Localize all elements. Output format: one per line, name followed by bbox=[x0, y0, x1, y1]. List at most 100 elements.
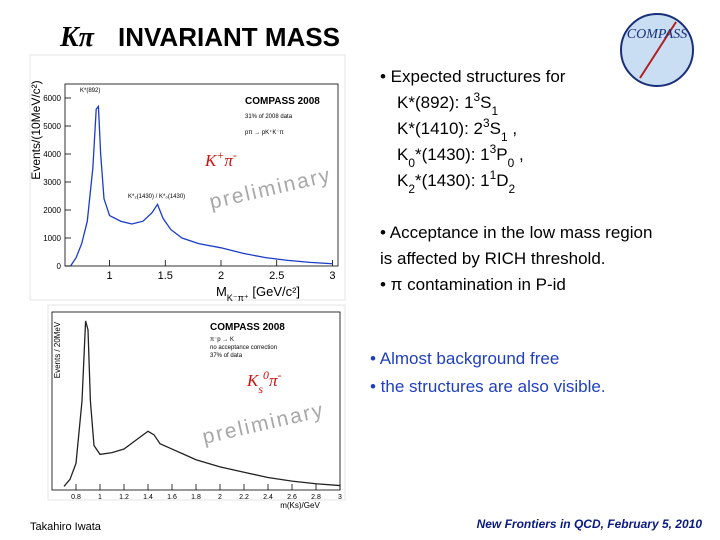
bullet-line: • Almost background free bbox=[370, 349, 559, 368]
x-tick-label: 2.4 bbox=[263, 494, 273, 501]
y-tick-label: 0 bbox=[57, 262, 62, 271]
text-run: *(1430): 1 bbox=[415, 145, 490, 164]
text-run: π bbox=[224, 151, 233, 170]
text-run: 0 bbox=[408, 156, 415, 170]
bullet-line: is affected by RICH threshold. bbox=[380, 249, 606, 268]
text-run: 3 bbox=[483, 116, 490, 130]
note: 37% of data bbox=[210, 353, 243, 359]
x-tick-label: 3 bbox=[338, 494, 342, 501]
text-run: • π contamination in P-id bbox=[380, 275, 566, 294]
logo-needle bbox=[639, 21, 677, 79]
peak-label: K*₂(1430) / K*₀(1430) bbox=[128, 194, 185, 200]
y-tick-label: 1000 bbox=[43, 234, 61, 243]
y-axis-label: Events/(10MeV/c²) bbox=[29, 80, 43, 179]
text-run: 1 bbox=[490, 168, 497, 182]
x-tick-label: 1.2 bbox=[119, 494, 129, 501]
y-tick-label: 6000 bbox=[43, 94, 61, 103]
text-run: M bbox=[216, 284, 227, 299]
text-run: m(Ks)/GeV bbox=[280, 501, 320, 510]
bullet-line: K*(1410): 23S1 , bbox=[397, 116, 517, 144]
x-tick-label: 2.8 bbox=[311, 494, 321, 501]
text-run: 1 bbox=[492, 104, 499, 118]
text-run: K bbox=[204, 151, 218, 170]
author: Takahiro Iwata bbox=[30, 521, 102, 533]
text-run: • Acceptance in the low mass region bbox=[380, 223, 652, 242]
plot-frame bbox=[64, 83, 339, 267]
text-run: 1 bbox=[501, 130, 508, 144]
text-run: - bbox=[233, 148, 237, 162]
bullet-line: K2*(1430): 11D2 bbox=[397, 168, 516, 196]
text-run: + bbox=[216, 148, 224, 162]
histogram-line bbox=[63, 320, 341, 487]
x-tick-label: 3 bbox=[329, 270, 335, 282]
logo-text: COMPASS bbox=[627, 27, 687, 42]
text-run: 2 bbox=[509, 182, 516, 196]
text-run: , bbox=[514, 145, 523, 164]
text-run: • the structures are also visible. bbox=[370, 377, 606, 396]
bullet-line: • the structures are also visible. bbox=[370, 377, 606, 396]
text-run: S bbox=[480, 93, 491, 112]
y-tick-label: 2000 bbox=[43, 206, 61, 215]
text-run: 3 bbox=[490, 142, 497, 156]
x-tick-label: 1.4 bbox=[143, 494, 153, 501]
histogram-line bbox=[70, 104, 333, 267]
x-tick-label: 2.2 bbox=[239, 494, 249, 501]
text-run: K bbox=[397, 145, 409, 164]
channel-label: K+π- bbox=[204, 148, 237, 170]
x-tick-label: 2.6 bbox=[287, 494, 297, 501]
bullet-line: • π contamination in P-id bbox=[380, 275, 566, 294]
peak-label: K*(892) bbox=[80, 88, 100, 94]
x-axis-label: MK⁻π⁺ [GeV/c²] bbox=[216, 284, 300, 303]
y-tick-label: 5000 bbox=[43, 122, 61, 131]
y-tick-label: 4000 bbox=[43, 150, 61, 159]
text-run: 0 bbox=[263, 368, 269, 382]
bullet-line: • Expected structures for bbox=[380, 67, 566, 86]
text-run: 0 bbox=[508, 156, 515, 170]
text-run: π bbox=[269, 371, 278, 390]
text-run: s bbox=[258, 382, 263, 396]
text-run: K*(1410): 2 bbox=[397, 119, 483, 138]
text-run: , bbox=[508, 119, 517, 138]
bullet-line: K0*(1430): 13P0 , bbox=[397, 142, 524, 170]
note: pπ → pK⁺K⁻π bbox=[245, 129, 284, 136]
text-run: *(1430): 1 bbox=[415, 171, 490, 190]
logo: COMPASS bbox=[620, 13, 694, 87]
bullet-line: • Acceptance in the low mass region bbox=[380, 223, 652, 242]
x-tick-label: 1 bbox=[98, 494, 102, 501]
note: π⁻p → K bbox=[210, 337, 234, 343]
event: New Frontiers in QCD, February 5, 2010 bbox=[477, 517, 703, 531]
bullet-line: K*(892): 13S1 bbox=[397, 90, 499, 118]
text-run: S bbox=[490, 119, 501, 138]
note: 31% of 2008 data bbox=[245, 114, 293, 120]
text-run: • Expected structures for bbox=[380, 67, 566, 86]
text-run: K*(892): 1 bbox=[397, 93, 474, 112]
text-run: D bbox=[496, 171, 508, 190]
experiment: COMPASS 2008 bbox=[210, 322, 285, 333]
text-run: 2 bbox=[408, 182, 415, 196]
text-run: • Almost background free bbox=[370, 349, 559, 368]
x-tick-label: 1.5 bbox=[158, 270, 173, 282]
text-run: - bbox=[277, 368, 281, 382]
slide-title: INVARIANT MASS bbox=[118, 22, 340, 52]
y-tick-label: 3000 bbox=[43, 178, 61, 187]
title-symbol: Kπ bbox=[59, 22, 95, 53]
chart-panel bbox=[29, 54, 346, 301]
x-tick-label: 1.6 bbox=[167, 494, 177, 501]
x-tick-label: 2 bbox=[218, 494, 222, 501]
x-tick-label: 1.8 bbox=[191, 494, 201, 501]
x-tick-label: 0.8 bbox=[71, 494, 81, 501]
text-run: 3 bbox=[474, 90, 481, 104]
note: no acceptance correction bbox=[210, 345, 277, 351]
y-axis-label: Events / 20MeV bbox=[53, 321, 62, 378]
text-run: K bbox=[246, 371, 260, 390]
experiment: COMPASS 2008 bbox=[245, 96, 320, 107]
text-run: [GeV/c²] bbox=[249, 284, 300, 299]
x-tick-label: 2.5 bbox=[269, 270, 284, 282]
text-run: P bbox=[496, 145, 507, 164]
x-tick-label: 2 bbox=[218, 270, 224, 282]
text-run: K⁻π⁺ bbox=[227, 293, 249, 303]
x-axis-label: m(Ks)/GeV bbox=[280, 501, 320, 510]
channel-label: Ks0π- bbox=[246, 368, 281, 396]
